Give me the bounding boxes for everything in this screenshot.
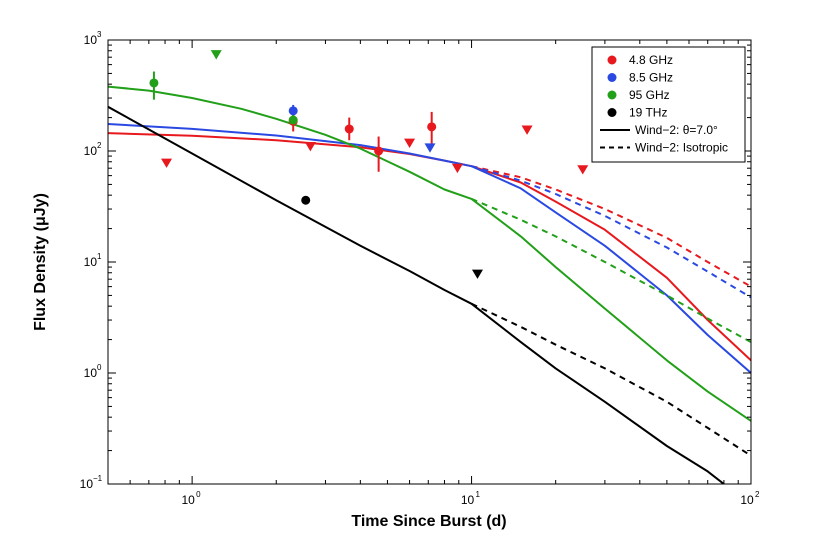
- upper-limit-4-8-ghz: [577, 165, 589, 175]
- x-axis-title: Time Since Burst (d): [351, 513, 506, 530]
- upper-limit-4-8-ghz: [161, 158, 173, 168]
- legend: 4.8 GHz 8.5 GHz 95 GHz 19 THz Wind−2: θ=7.0°…: [591, 46, 746, 163]
- upper-limit-8-5-ghz: [424, 143, 436, 153]
- y-tick-exponent: 1: [97, 252, 102, 261]
- upper-limit-4-8-ghz: [521, 125, 533, 135]
- x-tick-label: 10: [740, 493, 754, 507]
- x-tick-exponent: 1: [476, 490, 481, 499]
- model-dashed-19-thz: [471, 302, 751, 457]
- y-tick-label: 10: [80, 477, 94, 491]
- y-tick-label: 10: [84, 33, 98, 47]
- axis-ticks: 10 0 10 1 10 210 −110 010 110 210 3: [80, 30, 760, 507]
- y-tick-label: 10: [84, 255, 98, 269]
- legend-label-8-5-ghz: 8.5 GHz: [629, 71, 673, 85]
- detection-4-8-ghz: [344, 124, 354, 134]
- detection-8-5-ghz: [288, 106, 298, 116]
- y-tick-label: 10: [84, 144, 98, 158]
- legend-label-wind-2-7-0: Wind−2: θ=7.0°: [635, 123, 718, 137]
- legend-label-4-8-ghz: 4.8 GHz: [629, 53, 673, 67]
- model-dashed-4-8-ghz: [471, 165, 751, 288]
- y-axis-title: Flux Density (μJy): [32, 193, 49, 331]
- upper-limit-4-8-ghz: [451, 163, 463, 174]
- y-tick-exponent: 3: [97, 30, 102, 39]
- upper-limit-19-thz: [471, 269, 483, 279]
- legend-box: [591, 46, 746, 163]
- detection-19-thz: [301, 195, 311, 205]
- x-tick-exponent: 2: [755, 490, 760, 499]
- y-tick-label: 10: [84, 366, 98, 380]
- legend-label-wind-2-isotropic: Wind−2: Isotropic: [635, 141, 728, 155]
- x-tick-label: 10: [461, 493, 475, 507]
- data-points: [149, 50, 589, 279]
- model-curves: [108, 85, 751, 484]
- legend-marker-4-8-ghz: [607, 55, 617, 65]
- detection-95-ghz: [288, 115, 298, 125]
- upper-limit-4-8-ghz: [304, 142, 316, 152]
- legend-label-19-thz: 19 THz: [629, 106, 667, 120]
- model-solid-95-ghz: [108, 85, 751, 422]
- legend-marker-19-thz: [607, 108, 617, 117]
- x-tick-label: 10: [181, 493, 195, 507]
- y-tick-exponent: −1: [93, 474, 103, 483]
- y-tick-exponent: 2: [97, 141, 102, 150]
- legend-label-95-ghz: 95 GHz: [629, 88, 670, 102]
- legend-marker-8-5-ghz: [607, 73, 617, 82]
- legend-marker-95-ghz: [607, 90, 617, 100]
- upper-limit-4-8-ghz: [404, 138, 416, 148]
- x-tick-exponent: 0: [196, 490, 201, 499]
- y-tick-exponent: 0: [97, 363, 102, 372]
- upper-limit-95-ghz: [210, 50, 222, 60]
- detection-4-8-ghz: [427, 122, 437, 132]
- detection-95-ghz: [149, 78, 159, 88]
- model-curves-clipped: [108, 85, 751, 484]
- detection-4-8-ghz: [374, 146, 384, 156]
- model-dashed-95-ghz: [471, 197, 751, 343]
